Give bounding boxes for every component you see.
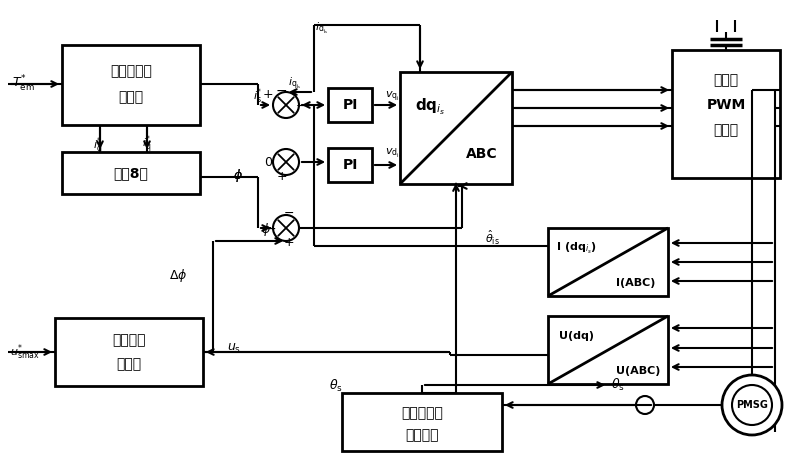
Text: +: + xyxy=(284,236,294,249)
Text: 0: 0 xyxy=(264,157,272,169)
Circle shape xyxy=(722,375,782,435)
Text: +: + xyxy=(277,170,287,184)
Text: 式（8）: 式（8） xyxy=(114,166,149,180)
Text: $v_{\rm q_{i_s}}$: $v_{\rm q_{i_s}}$ xyxy=(385,89,402,103)
Text: 电压型: 电压型 xyxy=(714,73,738,87)
Text: $T^{*}_{\rm em}$: $T^{*}_{\rm em}$ xyxy=(12,74,34,94)
Text: $i_{\rm q_{i_s}}$: $i_{\rm q_{i_s}}$ xyxy=(288,75,302,91)
Text: $u_{\rm s}$: $u_{\rm s}$ xyxy=(227,342,241,355)
Text: $\phi$: $\phi$ xyxy=(261,220,271,237)
Text: 弱磁定向: 弱磁定向 xyxy=(112,333,146,347)
Text: ABC: ABC xyxy=(466,147,498,161)
Circle shape xyxy=(273,92,299,118)
Text: $i^{*}_{\rm q}$: $i^{*}_{\rm q}$ xyxy=(142,134,152,156)
Bar xyxy=(62,152,200,194)
Text: I (dq$_{i_s}$): I (dq$_{i_s}$) xyxy=(556,240,596,255)
Text: PWM: PWM xyxy=(706,98,746,112)
Text: U(ABC): U(ABC) xyxy=(616,366,660,376)
Text: $i_{\rm d_{i_s}}$: $i_{\rm d_{i_s}}$ xyxy=(315,20,329,36)
Bar xyxy=(328,88,372,122)
Text: −: − xyxy=(275,84,287,98)
Bar xyxy=(55,318,203,386)
Bar xyxy=(328,148,372,182)
Text: $v_{\rm d_{i_s}}$: $v_{\rm d_{i_s}}$ xyxy=(385,146,402,160)
Text: 转矩电流转: 转矩电流转 xyxy=(110,64,152,78)
Bar xyxy=(62,45,200,125)
Text: PMSG: PMSG xyxy=(736,400,768,410)
Text: +: + xyxy=(262,88,274,100)
Text: 换算法: 换算法 xyxy=(118,90,143,104)
Bar xyxy=(548,316,668,384)
Text: $\phi$: $\phi$ xyxy=(233,167,243,184)
Text: $\phi$: $\phi$ xyxy=(233,167,243,184)
Bar xyxy=(672,50,780,178)
Circle shape xyxy=(732,385,772,425)
Text: $\Delta\phi$: $\Delta\phi$ xyxy=(169,268,187,284)
Circle shape xyxy=(273,215,299,241)
Text: I(ABC): I(ABC) xyxy=(616,278,656,288)
Text: dq$_{i_s}$: dq$_{i_s}$ xyxy=(414,96,446,117)
Bar xyxy=(342,393,502,451)
Text: $\theta_{\rm s}$: $\theta_{\rm s}$ xyxy=(611,377,625,393)
Text: $i^{*}_{\rm d}$: $i^{*}_{\rm d}$ xyxy=(94,135,102,155)
Bar xyxy=(400,72,512,184)
Text: $\theta_{\rm s}$: $\theta_{\rm s}$ xyxy=(329,378,343,394)
Text: U(dq): U(dq) xyxy=(558,331,594,341)
Text: $i^{*}_{\rm s}$: $i^{*}_{\rm s}$ xyxy=(254,86,262,106)
Text: $u^{*}_{\rm smax}$: $u^{*}_{\rm smax}$ xyxy=(10,342,40,362)
Text: −: − xyxy=(264,222,276,236)
Circle shape xyxy=(636,396,654,414)
Text: PI: PI xyxy=(342,158,358,172)
Text: 位置检测: 位置检测 xyxy=(406,428,438,442)
Text: −: − xyxy=(260,221,272,235)
Text: 转子速度及: 转子速度及 xyxy=(401,406,443,420)
Text: PI: PI xyxy=(342,98,358,112)
Text: 变流器: 变流器 xyxy=(714,123,738,137)
Text: −: − xyxy=(284,207,294,219)
Circle shape xyxy=(273,149,299,175)
Text: −: − xyxy=(296,99,306,113)
Bar xyxy=(548,228,668,296)
Text: 控制器: 控制器 xyxy=(117,357,142,371)
Text: $\hat{\theta}_{\rm is}$: $\hat{\theta}_{\rm is}$ xyxy=(485,229,499,247)
